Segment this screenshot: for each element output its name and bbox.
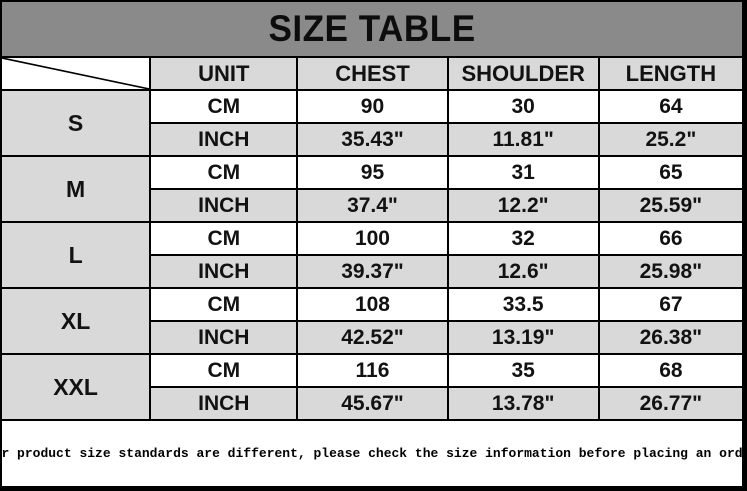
value-xxl-inch-length: 26.77": [599, 388, 742, 419]
value-s-inch-chest: 35.43": [298, 124, 447, 155]
size-table: UNIT CHEST SHOULDER LENGTH S CM 90 30 64…: [2, 56, 742, 421]
unit-cell-cm: CM: [151, 223, 297, 254]
column-header-chest: CHEST: [298, 58, 447, 89]
value-xxl-inch-chest: 45.67": [298, 388, 447, 419]
page-title: SIZE TABLE: [268, 8, 476, 49]
column-header-unit: UNIT: [151, 58, 297, 89]
footer-note: Our product size standards are different…: [0, 421, 747, 486]
column-header-shoulder: SHOULDER: [448, 58, 598, 89]
size-label-xl: XL: [2, 289, 150, 353]
value-m-inch-length: 25.59": [599, 190, 742, 221]
unit-cell-cm: CM: [151, 289, 297, 320]
unit-cell-inch: INCH: [151, 190, 297, 221]
size-label-m: M: [2, 157, 150, 221]
value-xl-cm-chest: 108: [298, 289, 447, 320]
value-m-cm-chest: 95: [298, 157, 447, 188]
column-header-length: LENGTH: [599, 58, 742, 89]
value-l-cm-shoulder: 32: [448, 223, 598, 254]
value-xxl-cm-length: 68: [599, 355, 742, 386]
value-s-cm-chest: 90: [298, 91, 447, 122]
title-band: SIZE TABLE: [2, 2, 742, 56]
value-s-cm-shoulder: 30: [448, 91, 598, 122]
value-s-inch-length: 25.2": [599, 124, 742, 155]
unit-cell-inch: INCH: [151, 256, 297, 287]
size-label-s: S: [2, 91, 150, 155]
value-l-inch-shoulder: 12.6": [448, 256, 598, 287]
value-xl-inch-chest: 42.52": [298, 322, 447, 353]
value-xxl-inch-shoulder: 13.78": [448, 388, 598, 419]
value-l-inch-length: 25.98": [599, 256, 742, 287]
footer-note-text: Our product size standards are different…: [0, 446, 747, 461]
value-m-cm-shoulder: 31: [448, 157, 598, 188]
unit-cell-inch: INCH: [151, 388, 297, 419]
unit-cell-cm: CM: [151, 355, 297, 386]
value-xl-inch-length: 26.38": [599, 322, 742, 353]
value-l-cm-length: 66: [599, 223, 742, 254]
value-s-inch-shoulder: 11.81": [448, 124, 598, 155]
value-xl-inch-shoulder: 13.19": [448, 322, 598, 353]
unit-cell-cm: CM: [151, 91, 297, 122]
unit-cell-inch: INCH: [151, 124, 297, 155]
diagonal-line-icon: [2, 58, 149, 89]
value-l-inch-chest: 39.37": [298, 256, 447, 287]
value-m-inch-chest: 37.4": [298, 190, 447, 221]
value-xl-cm-length: 67: [599, 289, 742, 320]
value-m-inch-shoulder: 12.2": [448, 190, 598, 221]
value-xxl-cm-shoulder: 35: [448, 355, 598, 386]
value-xl-cm-shoulder: 33.5: [448, 289, 598, 320]
corner-diagonal-cell: [2, 58, 150, 89]
value-l-cm-chest: 100: [298, 223, 447, 254]
unit-cell-inch: INCH: [151, 322, 297, 353]
unit-cell-cm: CM: [151, 157, 297, 188]
size-label-xxl: XXL: [2, 355, 150, 419]
value-xxl-cm-chest: 116: [298, 355, 447, 386]
value-s-cm-length: 64: [599, 91, 742, 122]
size-label-l: L: [2, 223, 150, 287]
value-m-cm-length: 65: [599, 157, 742, 188]
